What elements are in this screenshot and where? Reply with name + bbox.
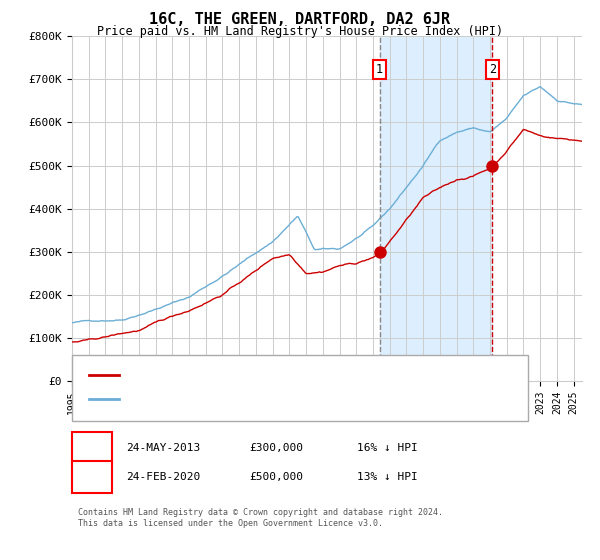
Text: 24-FEB-2020: 24-FEB-2020 <box>126 472 200 482</box>
Text: 16C, THE GREEN, DARTFORD, DA2 6JR: 16C, THE GREEN, DARTFORD, DA2 6JR <box>149 12 451 27</box>
Text: 16% ↓ HPI: 16% ↓ HPI <box>357 443 418 453</box>
Text: £500,000: £500,000 <box>249 472 303 482</box>
Text: 2: 2 <box>88 470 95 484</box>
Text: Price paid vs. HM Land Registry's House Price Index (HPI): Price paid vs. HM Land Registry's House … <box>97 25 503 38</box>
Text: 1: 1 <box>88 441 95 455</box>
Text: 13% ↓ HPI: 13% ↓ HPI <box>357 472 418 482</box>
Text: 16C, THE GREEN, DARTFORD, DA2 6JR (detached house): 16C, THE GREEN, DARTFORD, DA2 6JR (detac… <box>126 370 439 380</box>
Bar <box>380 36 493 381</box>
Text: 2: 2 <box>489 63 496 76</box>
Text: £300,000: £300,000 <box>249 443 303 453</box>
Text: 24-MAY-2013: 24-MAY-2013 <box>126 443 200 453</box>
Text: Contains HM Land Registry data © Crown copyright and database right 2024.
This d: Contains HM Land Registry data © Crown c… <box>78 508 443 528</box>
Text: 1: 1 <box>376 63 383 76</box>
Text: HPI: Average price, detached house, Dartford: HPI: Average price, detached house, Dart… <box>126 394 401 404</box>
